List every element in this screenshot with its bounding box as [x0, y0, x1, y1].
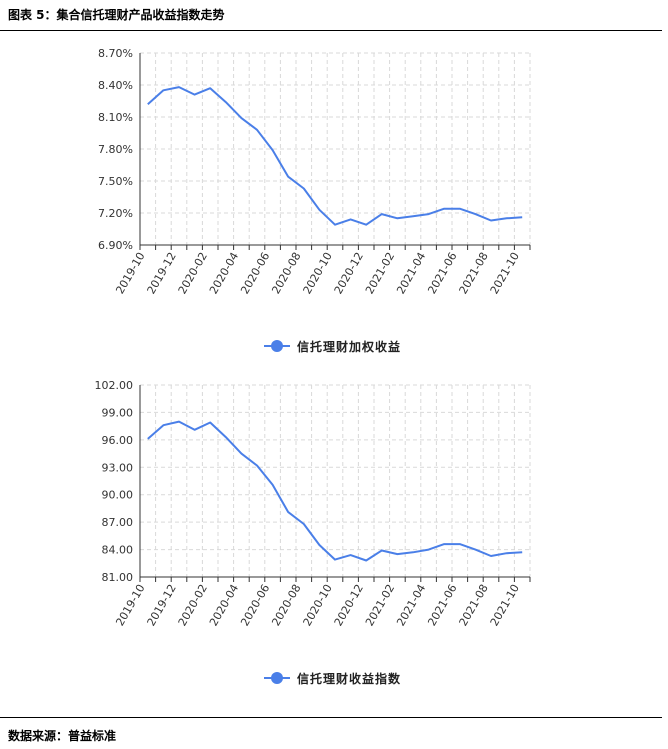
source-note: 数据来源：普益标准 — [8, 729, 117, 743]
chart1-legend-label[interactable]: 信托理财收益指数 — [297, 671, 401, 686]
chart0-y-tick-label: 7.20% — [98, 207, 133, 220]
chart0-legend-marker[interactable] — [271, 340, 283, 352]
chart1-series-line — [147, 420, 523, 562]
chart0-x-tick-label: 2019-10 — [113, 250, 147, 296]
chart0-x-tick-label: 2020-02 — [176, 250, 210, 296]
chart0-x-tick-label: 2020-04 — [207, 250, 241, 296]
chart0-legend-label[interactable]: 信托理财加权收益 — [297, 339, 401, 354]
chart1-x-tick-label: 2020-06 — [238, 582, 272, 628]
chart1-x-tick-label: 2020-02 — [176, 582, 210, 628]
chart0-x-tick-label: 2019-12 — [145, 250, 179, 296]
bottom-rule — [0, 717, 662, 718]
chart1-y-tick-label: 81.00 — [102, 571, 134, 584]
chart0-x-tick-label: 2021-08 — [457, 250, 491, 296]
chart0-x-tick-label: 2020-10 — [301, 250, 335, 296]
chart1-x-tick-label: 2021-04 — [394, 582, 428, 628]
chart0-series-line — [147, 86, 523, 226]
top-rule — [0, 30, 662, 31]
chart0-y-tick-label: 7.50% — [98, 175, 133, 188]
chart0-y-tick-label: 8.40% — [98, 79, 133, 92]
chart1-x-tick-label: 2021-02 — [363, 582, 397, 628]
chart0-y-tick-label: 7.80% — [98, 143, 133, 156]
chart1-y-tick-label: 87.00 — [102, 516, 134, 529]
chart1-x-tick-label: 2020-08 — [269, 582, 303, 628]
chart0-x-tick-label: 2021-06 — [425, 250, 459, 296]
chart1-x-tick-label: 2021-10 — [488, 582, 522, 628]
chart1-x-tick-label: 2019-12 — [145, 582, 179, 628]
chart1-x-tick-label: 2020-12 — [332, 582, 366, 628]
chart0-x-tick-label: 2021-04 — [394, 250, 428, 296]
chart1-y-tick-label: 84.00 — [102, 544, 134, 557]
chart0-y-tick-label: 8.70% — [98, 47, 133, 60]
chart0-x-tick-label: 2020-12 — [332, 250, 366, 296]
chart0-x-tick-label: 2020-06 — [238, 250, 272, 296]
chart-yield-index: 81.00 84.00 87.00 90.00 93.00 96.00 99.00 102.0… — [95, 379, 531, 686]
chart1-y-tick-label: 90.00 — [102, 489, 134, 502]
chart1-x-tick-label: 2020-04 — [207, 582, 241, 628]
chart0-x-tick-label: 2021-02 — [363, 250, 397, 296]
chart1-y-tick-label: 102.00 — [95, 379, 134, 392]
chart1-x-tick-label: 2021-08 — [457, 582, 491, 628]
chart1-x-tick-label: 2021-06 — [425, 582, 459, 628]
chart0-x-tick-label: 2020-08 — [269, 250, 303, 296]
chart1-x-tick-label: 2020-10 — [301, 582, 335, 628]
chart0-y-tick-label: 8.10% — [98, 111, 133, 124]
chart1-y-tick-label: 99.00 — [102, 406, 134, 419]
chart1-x-tick-label: 2019-10 — [113, 582, 147, 628]
chart0-x-tick-label: 2021-10 — [488, 250, 522, 296]
chart0-y-tick-label: 6.90% — [98, 239, 133, 252]
chart1-y-tick-label: 96.00 — [102, 434, 134, 447]
chart-weighted-yield: 6.90% 7.20% 7.50% 7.80% 8.10% 8.40% 8.70% 2019-… — [98, 47, 531, 354]
figure-title: 图表 5：集合信托理财产品收益指数走势 — [8, 8, 225, 22]
chart1-legend-marker[interactable] — [271, 672, 283, 684]
chart1-y-tick-label: 93.00 — [102, 461, 134, 474]
